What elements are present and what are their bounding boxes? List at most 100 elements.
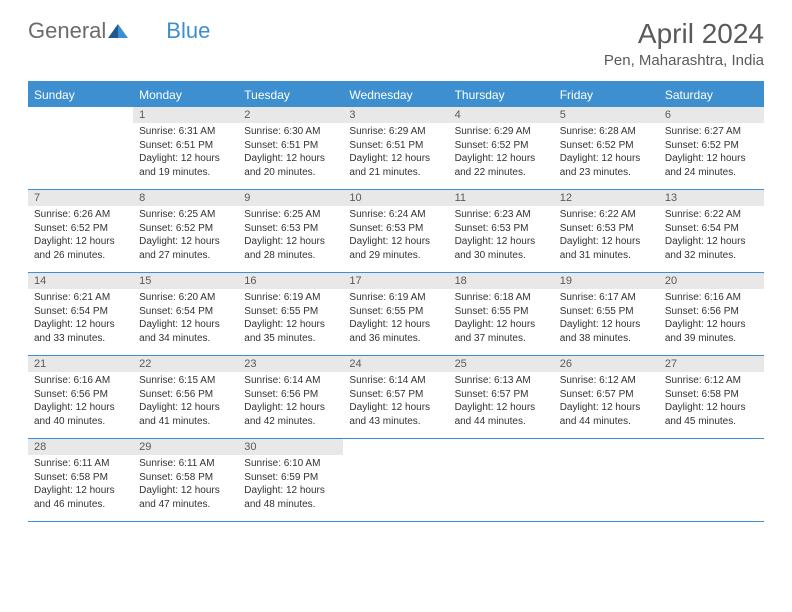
day-number: 14 bbox=[28, 273, 133, 289]
week-row: 14Sunrise: 6:21 AMSunset: 6:54 PMDayligh… bbox=[28, 273, 764, 356]
sunset-line: Sunset: 6:51 PM bbox=[349, 139, 442, 153]
calendar-cell: 2Sunrise: 6:30 AMSunset: 6:51 PMDaylight… bbox=[238, 107, 343, 189]
calendar-cell: 17 Sunrise: 6:19 AMSunset: 6:55 PMDayligh… bbox=[343, 273, 448, 355]
daylight-line: Daylight: 12 hours and 28 minutes. bbox=[244, 235, 337, 262]
sunset-line: Sunset: 6:55 PM bbox=[349, 305, 442, 319]
logo: General Blue bbox=[28, 18, 210, 44]
sunrise-line: Sunrise: 6:23 AM bbox=[455, 208, 548, 222]
calendar-cell: 18Sunrise: 6:18 AMSunset: 6:55 PMDayligh… bbox=[449, 273, 554, 355]
sunrise-line: Sunrise: 6:22 AM bbox=[560, 208, 653, 222]
day-number: 6 bbox=[659, 107, 764, 123]
day-number: 29 bbox=[133, 439, 238, 455]
cell-body: Sunrise: 6:23 AMSunset: 6:53 PMDaylight:… bbox=[449, 206, 554, 266]
day-header: Thursday bbox=[449, 83, 554, 107]
sunrise-line: Sunrise: 6:11 AM bbox=[139, 457, 232, 471]
calendar-cell: 5 Sunrise: 6:28 AMSunset: 6:52 PMDaylight… bbox=[554, 107, 659, 189]
calendar-cell: 15Sunrise: 6:20 AMSunset: 6:54 PMDayligh… bbox=[133, 273, 238, 355]
cell-body: Sunrise: 6:26 AMSunset: 6:52 PMDaylight:… bbox=[28, 206, 133, 266]
sunset-line: Sunset: 6:53 PM bbox=[560, 222, 653, 236]
sunset-line: Sunset: 6:55 PM bbox=[560, 305, 653, 319]
day-number: 8 bbox=[133, 190, 238, 206]
daylight-line: Daylight: 12 hours and 40 minutes. bbox=[34, 401, 127, 428]
week-row: 28Sunrise: 6:11 AMSunset: 6:58 PMDayligh… bbox=[28, 439, 764, 522]
month-title: April 2024 bbox=[604, 18, 764, 50]
sunset-line: Sunset: 6:56 PM bbox=[665, 305, 758, 319]
sunset-line: Sunset: 6:59 PM bbox=[244, 471, 337, 485]
daylight-line: Daylight: 12 hours and 24 minutes. bbox=[665, 152, 758, 179]
day-header: Saturday bbox=[659, 83, 764, 107]
calendar-cell bbox=[554, 439, 659, 521]
calendar-cell: 14Sunrise: 6:21 AMSunset: 6:54 PMDayligh… bbox=[28, 273, 133, 355]
sunset-line: Sunset: 6:51 PM bbox=[244, 139, 337, 153]
calendar-cell: 10Sunrise: 6:24 AMSunset: 6:53 PMDayligh… bbox=[343, 190, 448, 272]
cell-body: Sunrise: 6:12 AMSunset: 6:58 PMDaylight:… bbox=[659, 372, 764, 432]
sunrise-line: Sunrise: 6:14 AM bbox=[244, 374, 337, 388]
sunset-line: Sunset: 6:56 PM bbox=[34, 388, 127, 402]
daylight-line: Daylight: 12 hours and 23 minutes. bbox=[560, 152, 653, 179]
daylight-line: Daylight: 12 hours and 44 minutes. bbox=[560, 401, 653, 428]
daylight-line: Daylight: 12 hours and 36 minutes. bbox=[349, 318, 442, 345]
day-number: 17 bbox=[343, 273, 448, 289]
daylight-line: Daylight: 12 hours and 35 minutes. bbox=[244, 318, 337, 345]
logo-text-2: Blue bbox=[166, 18, 210, 44]
daylight-line: Daylight: 12 hours and 30 minutes. bbox=[455, 235, 548, 262]
cell-body: Sunrise: 6:19 AMSunset: 6:55 PMDaylight:… bbox=[238, 289, 343, 349]
day-number: 1 bbox=[133, 107, 238, 123]
day-header: Monday bbox=[133, 83, 238, 107]
calendar-cell: 28Sunrise: 6:11 AMSunset: 6:58 PMDayligh… bbox=[28, 439, 133, 521]
daylight-line: Daylight: 12 hours and 42 minutes. bbox=[244, 401, 337, 428]
calendar: SundayMondayTuesdayWednesdayThursdayFrid… bbox=[28, 81, 764, 522]
week-row: 7Sunrise: 6:26 AMSunset: 6:52 PMDaylight… bbox=[28, 190, 764, 273]
cell-body: Sunrise: 6:17 AMSunset: 6:55 PMDaylight:… bbox=[554, 289, 659, 349]
daylight-line: Daylight: 12 hours and 39 minutes. bbox=[665, 318, 758, 345]
sunrise-line: Sunrise: 6:28 AM bbox=[560, 125, 653, 139]
sunset-line: Sunset: 6:56 PM bbox=[139, 388, 232, 402]
sunset-line: Sunset: 6:52 PM bbox=[139, 222, 232, 236]
cell-body: Sunrise: 6:11 AMSunset: 6:58 PMDaylight:… bbox=[133, 455, 238, 515]
calendar-cell: 12Sunrise: 6:22 AMSunset: 6:53 PMDayligh… bbox=[554, 190, 659, 272]
cell-body: Sunrise: 6:22 AMSunset: 6:53 PMDaylight:… bbox=[554, 206, 659, 266]
calendar-cell: 23Sunrise: 6:14 AMSunset: 6:56 PMDayligh… bbox=[238, 356, 343, 438]
calendar-cell: 1Sunrise: 6:31 AMSunset: 6:51 PMDaylight… bbox=[133, 107, 238, 189]
calendar-cell: 25Sunrise: 6:13 AMSunset: 6:57 PMDayligh… bbox=[449, 356, 554, 438]
sunset-line: Sunset: 6:53 PM bbox=[244, 222, 337, 236]
day-number: 13 bbox=[659, 190, 764, 206]
calendar-cell: 19Sunrise: 6:17 AMSunset: 6:55 PMDayligh… bbox=[554, 273, 659, 355]
day-header: Wednesday bbox=[343, 83, 448, 107]
sunrise-line: Sunrise: 6:14 AM bbox=[349, 374, 442, 388]
sunrise-line: Sunrise: 6:24 AM bbox=[349, 208, 442, 222]
sunset-line: Sunset: 6:52 PM bbox=[665, 139, 758, 153]
calendar-cell: 9Sunrise: 6:25 AMSunset: 6:53 PMDaylight… bbox=[238, 190, 343, 272]
daylight-line: Daylight: 12 hours and 46 minutes. bbox=[34, 484, 127, 511]
sunrise-line: Sunrise: 6:30 AM bbox=[244, 125, 337, 139]
day-number: 28 bbox=[28, 439, 133, 455]
daylight-line: Daylight: 12 hours and 20 minutes. bbox=[244, 152, 337, 179]
calendar-cell: 11Sunrise: 6:23 AMSunset: 6:53 PMDayligh… bbox=[449, 190, 554, 272]
sunrise-line: Sunrise: 6:25 AM bbox=[139, 208, 232, 222]
sunrise-line: Sunrise: 6:18 AM bbox=[455, 291, 548, 305]
day-number: 7 bbox=[28, 190, 133, 206]
sunrise-line: Sunrise: 6:19 AM bbox=[349, 291, 442, 305]
daylight-line: Daylight: 12 hours and 47 minutes. bbox=[139, 484, 232, 511]
cell-body: Sunrise: 6:16 AMSunset: 6:56 PMDaylight:… bbox=[659, 289, 764, 349]
sunset-line: Sunset: 6:54 PM bbox=[34, 305, 127, 319]
day-number: 5 bbox=[554, 107, 659, 123]
sunset-line: Sunset: 6:55 PM bbox=[455, 305, 548, 319]
calendar-cell bbox=[28, 107, 133, 189]
day-number: 4 bbox=[449, 107, 554, 123]
day-number: 10 bbox=[343, 190, 448, 206]
day-number: 25 bbox=[449, 356, 554, 372]
cell-body: Sunrise: 6:27 AMSunset: 6:52 PMDaylight:… bbox=[659, 123, 764, 183]
sunset-line: Sunset: 6:57 PM bbox=[455, 388, 548, 402]
calendar-cell: 16Sunrise: 6:19 AMSunset: 6:55 PMDayligh… bbox=[238, 273, 343, 355]
sunrise-line: Sunrise: 6:31 AM bbox=[139, 125, 232, 139]
page-header: General Blue April 2024 Pen, Maharashtra… bbox=[0, 0, 792, 77]
sunrise-line: Sunrise: 6:13 AM bbox=[455, 374, 548, 388]
daylight-line: Daylight: 12 hours and 32 minutes. bbox=[665, 235, 758, 262]
cell-body: Sunrise: 6:31 AMSunset: 6:51 PMDaylight:… bbox=[133, 123, 238, 183]
day-number: 23 bbox=[238, 356, 343, 372]
daylight-line: Daylight: 12 hours and 38 minutes. bbox=[560, 318, 653, 345]
sunset-line: Sunset: 6:57 PM bbox=[349, 388, 442, 402]
sunset-line: Sunset: 6:52 PM bbox=[560, 139, 653, 153]
day-number: 24 bbox=[343, 356, 448, 372]
